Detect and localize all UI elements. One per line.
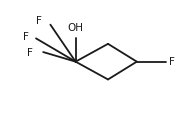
Text: F: F	[26, 48, 32, 58]
Text: F: F	[23, 32, 29, 42]
Text: OH: OH	[68, 23, 84, 33]
Text: F: F	[35, 16, 41, 25]
Text: F: F	[169, 57, 175, 67]
